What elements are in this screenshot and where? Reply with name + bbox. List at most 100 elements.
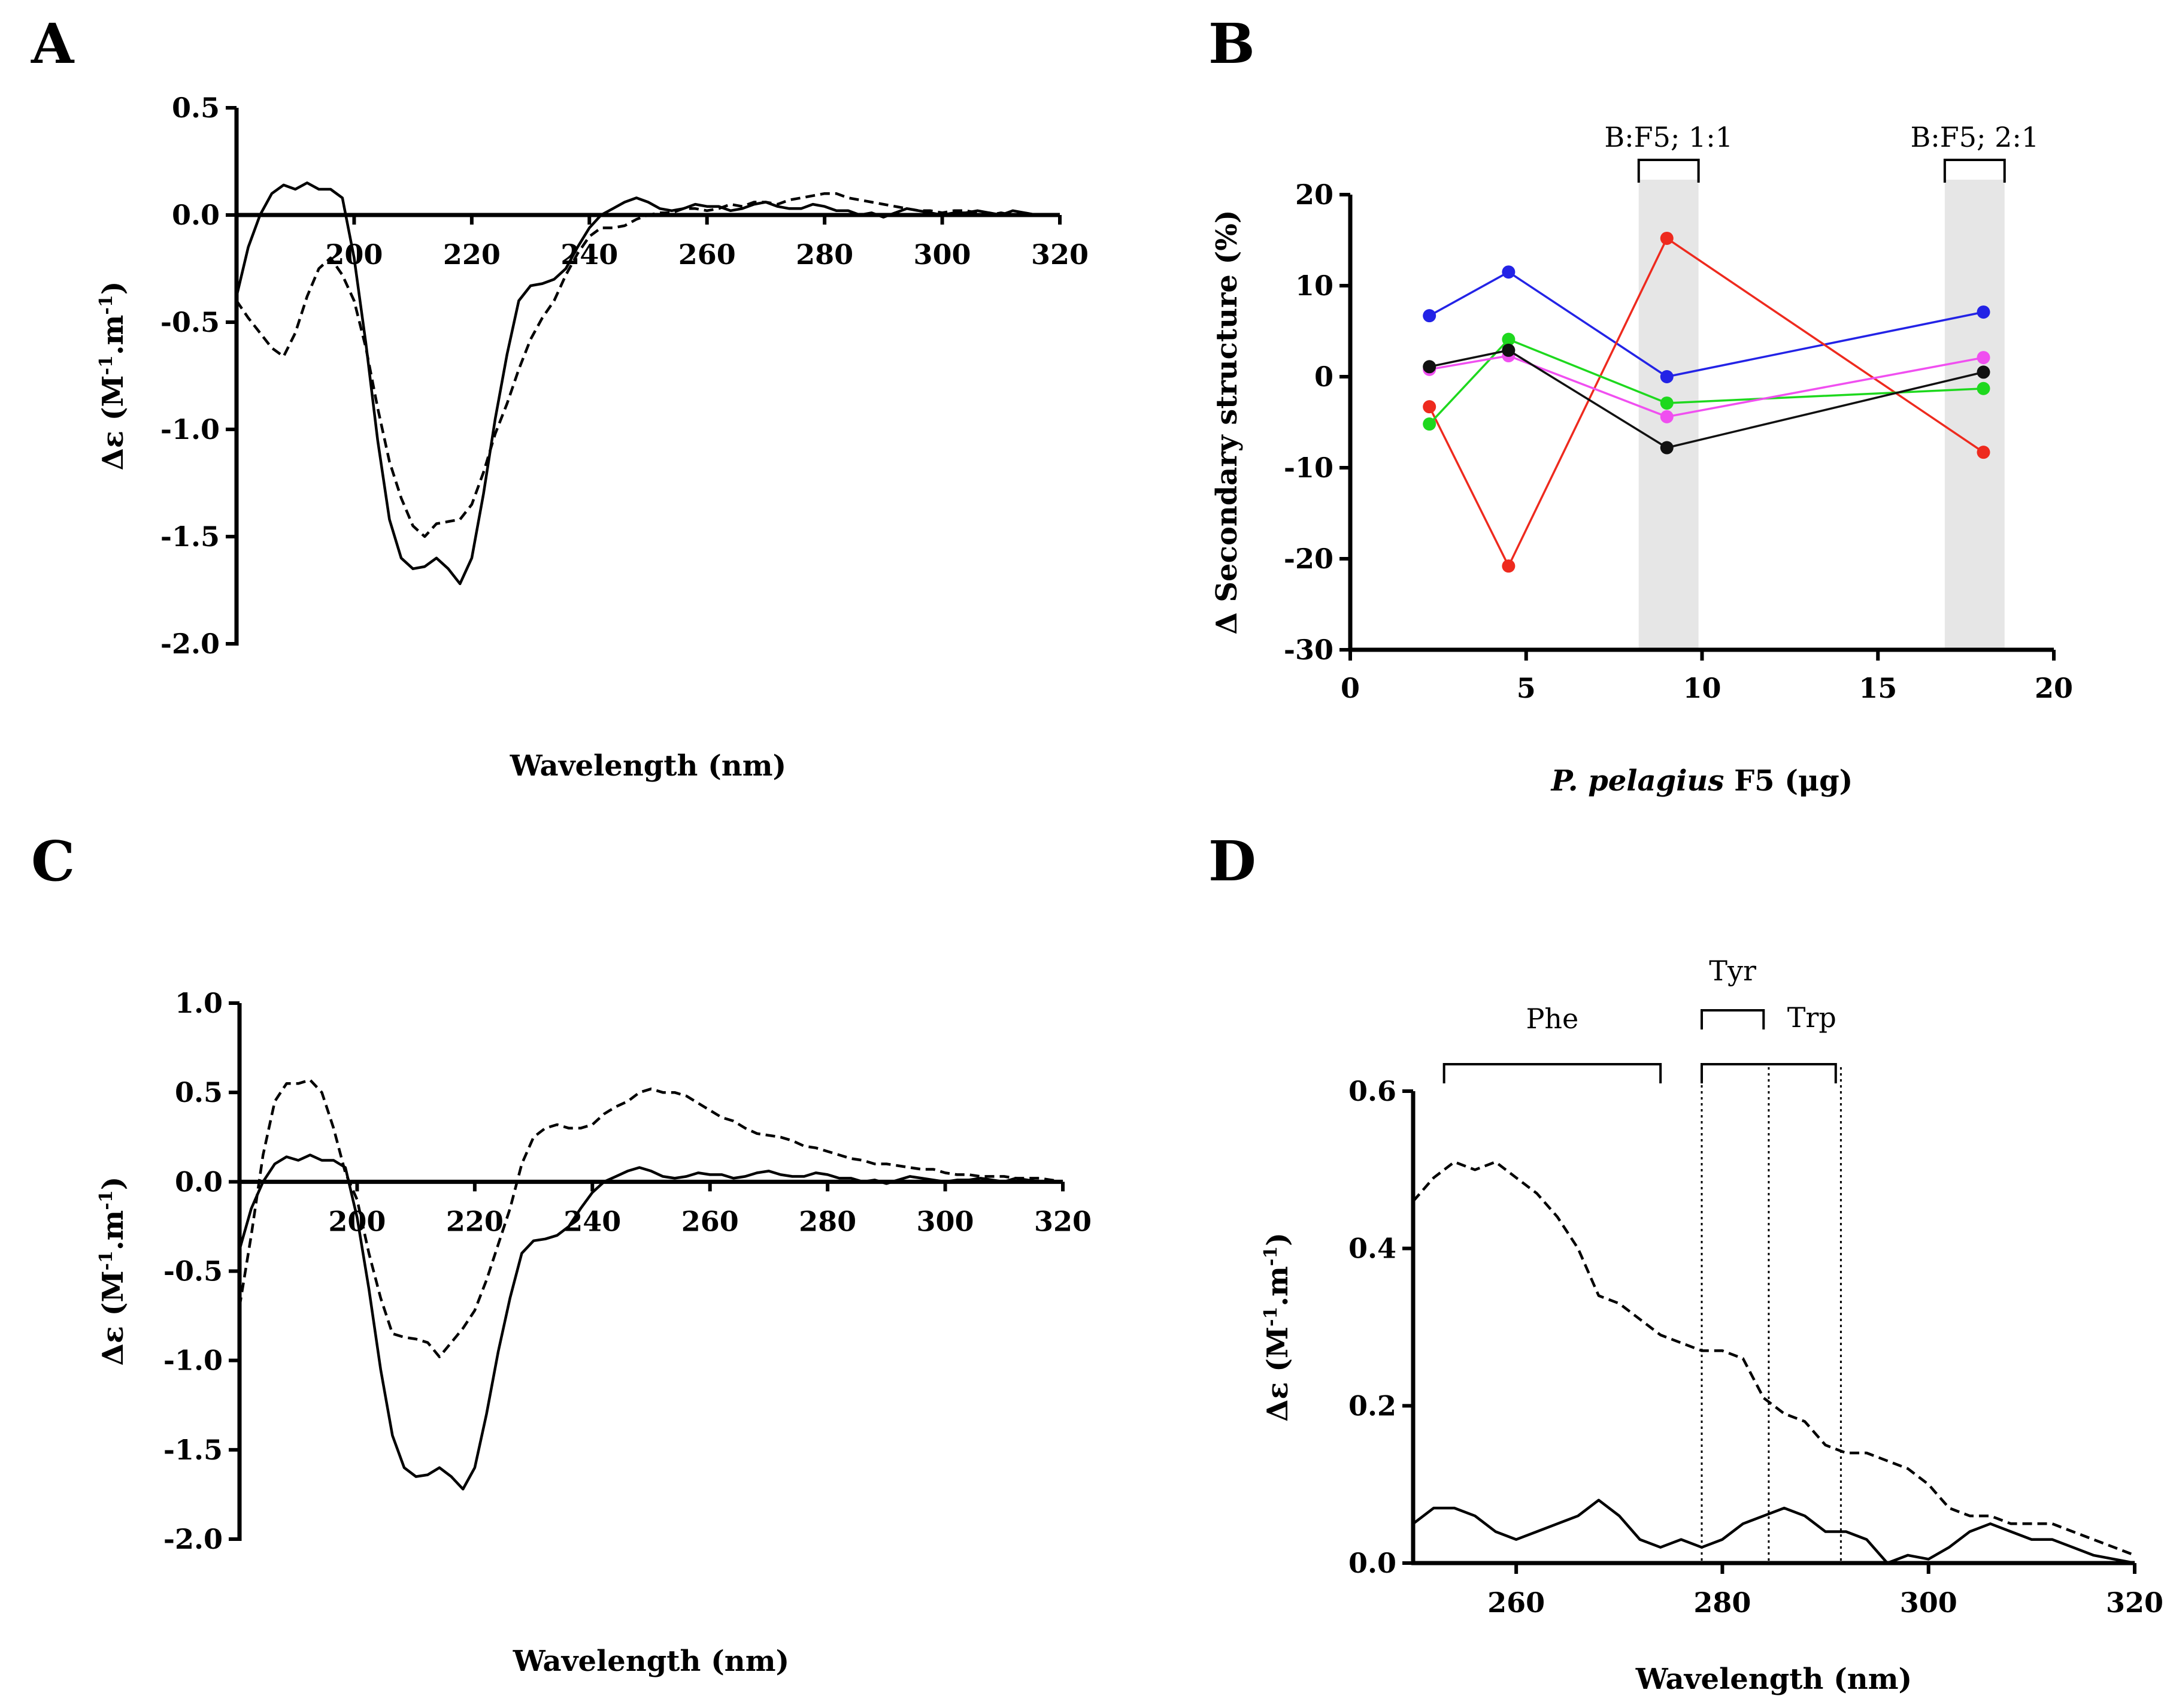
y-axis-title-part: ) (96, 1177, 130, 1191)
y-axis-title-C: Δε (M-1.m-1) (96, 1177, 130, 1366)
data-point-green (1660, 396, 1674, 410)
x-tick-label: 0 (1341, 672, 1360, 704)
x-axis-title-D: Wavelength (nm) (1635, 1662, 1912, 1696)
data-point-red (1977, 446, 1990, 459)
series-line-black (1429, 349, 1984, 449)
trp-label: Trp (1787, 1001, 1836, 1034)
data-point-blue (1660, 370, 1674, 383)
phe-bracket (1442, 1063, 1662, 1083)
x-tick-label: 300 (914, 238, 971, 271)
x-axis-title-A: Wavelength (nm) (510, 749, 786, 783)
x-tick-label: 220 (443, 238, 501, 271)
x-tick-label: 300 (917, 1205, 974, 1237)
data-point-red (1502, 559, 1516, 573)
x-axis-title-species: P. pelagius (1550, 764, 1724, 798)
x-tick-label: 260 (1487, 1586, 1545, 1619)
panel-letter-c: C (31, 829, 75, 894)
tyr-label: Tyr (1709, 955, 1756, 987)
ratio-label: B:F5; 2:1 (1910, 121, 2039, 153)
y-tick-label: -1.5 (160, 520, 220, 553)
series-line-dashed (1412, 1160, 2135, 1557)
y-tick-label: -1.0 (163, 1344, 223, 1377)
series-line-magenta (1429, 355, 1984, 418)
y-tick-label: 0.2 (1348, 1389, 1396, 1422)
y-axis-title-part: -1 (96, 295, 117, 314)
x-tick-label: 220 (446, 1205, 504, 1237)
data-point-black (1423, 360, 1436, 374)
data-point-blue (1502, 265, 1516, 279)
data-point-green (1502, 332, 1516, 346)
phe-label: Phe (1526, 1003, 1578, 1035)
y-tick-label: 10 (1295, 269, 1333, 302)
data-point-red (1660, 231, 1674, 245)
series-line-solid (235, 181, 1037, 586)
x-tick-label: 260 (681, 1205, 739, 1237)
series-line-solid (1412, 1498, 2135, 1565)
data-point-green (1423, 417, 1436, 431)
x-tick-label: 280 (796, 238, 853, 271)
series-line-green (1428, 338, 1984, 425)
y-tick-label: -1.5 (163, 1434, 223, 1466)
y-tick-label: 0.0 (1348, 1547, 1396, 1579)
x-tick-label: 280 (1693, 1586, 1751, 1619)
chart-d: 0.6 0.4 0.2 0.0 260 280 300 320 Phe Trp Tyr Wavelen… (1260, 955, 2163, 1696)
x-tick-label: 240 (560, 238, 618, 271)
data-point-blue (1977, 305, 1990, 319)
y-tick-label: 20 (1295, 178, 1333, 211)
y-axis-title-part: -1 (1260, 1246, 1281, 1266)
series-line-dashed (235, 192, 1037, 538)
data-point-black (1977, 365, 1990, 379)
data-point-magenta (1660, 410, 1674, 423)
panel-letter-a: A (31, 11, 75, 76)
y-axis-title-B: Δ Secondary structure (%) (1210, 210, 1244, 634)
y-axis-title-D: Δε (M-1.m-1) (1260, 1232, 1295, 1422)
y-axis-title-part: Δε (M (96, 1270, 130, 1365)
x-tick-label: 320 (1031, 238, 1089, 271)
y-axis-title-part: ) (96, 281, 130, 295)
tyr-bracket (1701, 1009, 1765, 1029)
series-line-red (1428, 237, 1984, 569)
y-tick-label: 1.0 (175, 987, 223, 1019)
data-point-magenta (1977, 351, 1990, 365)
data-point-green (1977, 381, 1990, 395)
data-point-blue (1423, 309, 1436, 323)
x-tick-label: 10 (1683, 672, 1721, 704)
x-tick-label: 320 (1034, 1205, 1092, 1237)
ratio-label: B:F5; 1:1 (1604, 121, 1733, 153)
y-tick-label: 0.0 (172, 199, 220, 231)
y-axis-title-part: -1 (96, 1190, 117, 1210)
y-tick-label: 0.5 (175, 1076, 223, 1109)
y-tick-label: -1.0 (160, 413, 220, 446)
x-tick-label: 320 (2106, 1586, 2163, 1619)
trp-bracket (1701, 1063, 1837, 1083)
x-tick-label: 15 (1859, 672, 1897, 704)
shaded-region (1944, 180, 2005, 650)
y-tick-label: 0.6 (1348, 1075, 1396, 1107)
y-tick-label: -0.5 (163, 1255, 223, 1288)
y-tick-label: -2.0 (163, 1523, 223, 1555)
y-axis-title-part: Δε (M (1261, 1327, 1295, 1422)
y-axis-title-part: -1 (1260, 1307, 1281, 1327)
y-tick-label: -20 (1284, 543, 1333, 575)
y-axis-title-part: -1 (96, 1250, 117, 1270)
data-point-black (1502, 343, 1516, 357)
y-tick-label: -10 (1284, 452, 1333, 484)
y-axis-title-part: .m (96, 315, 130, 356)
y-axis-title-part: -1 (96, 355, 117, 375)
y-axis-title-A: Δε (M-1.m-1) (96, 281, 130, 471)
ratio-bracket (1637, 159, 1700, 183)
x-axis-title-B: P. pelagius F5 (μg) (1550, 764, 1853, 798)
panel-letter-b: B (1208, 11, 1255, 76)
y-axis-title-part: ) (1261, 1232, 1295, 1246)
panel-letter-d: D (1208, 829, 1256, 894)
ratio-bracket (1943, 159, 2006, 183)
data-point-red (1423, 400, 1436, 414)
x-tick-label: 5 (1517, 672, 1536, 704)
y-tick-label: -2.0 (160, 628, 220, 660)
y-axis-title-part: .m (96, 1210, 130, 1251)
y-tick-label: 0.4 (1348, 1232, 1396, 1265)
